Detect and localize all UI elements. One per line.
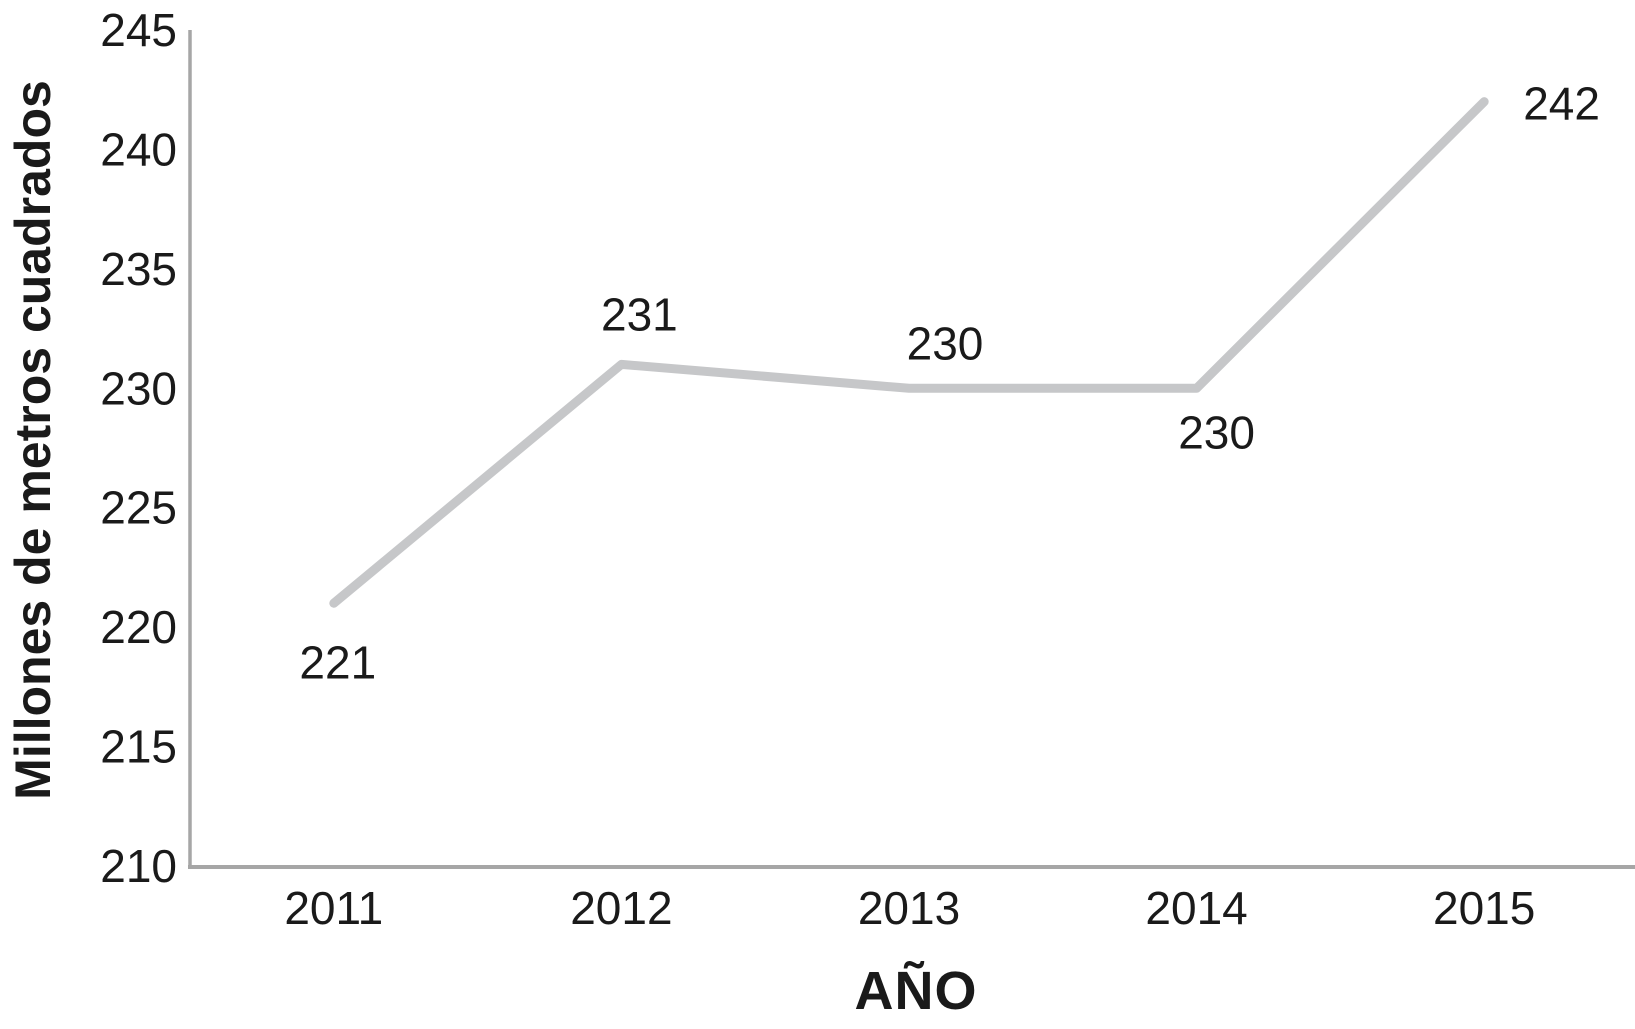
x-tick-label: 2014 <box>1145 882 1247 934</box>
y-tick-label: 215 <box>100 721 177 773</box>
data-point-label: 242 <box>1523 78 1600 130</box>
data-point-label: 230 <box>907 317 984 369</box>
y-tick-label: 220 <box>100 601 177 653</box>
y-tick-label: 235 <box>100 243 177 295</box>
y-tick-label: 230 <box>100 362 177 414</box>
x-tick-label: 2012 <box>570 882 672 934</box>
y-tick-label: 225 <box>100 482 177 534</box>
y-tick-label: 245 <box>100 4 177 56</box>
x-tick-label: 2015 <box>1433 882 1535 934</box>
data-point-label: 231 <box>601 288 678 340</box>
x-tick-label: 2011 <box>284 882 383 934</box>
data-point-label: 221 <box>299 636 376 688</box>
x-axis-title: AÑO <box>854 961 978 1021</box>
x-tick-label: 2013 <box>858 882 960 934</box>
y-tick-label: 240 <box>100 123 177 175</box>
y-tick-label: 210 <box>100 840 177 892</box>
data-line <box>329 97 1489 608</box>
data-point-label: 230 <box>1178 406 1255 458</box>
